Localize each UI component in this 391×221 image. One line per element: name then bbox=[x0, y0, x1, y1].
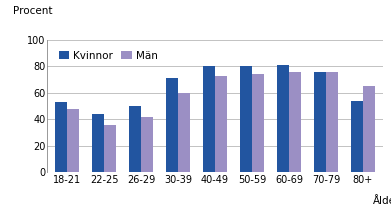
Bar bbox=[314, 72, 326, 172]
Bar bbox=[104, 125, 116, 172]
Text: Procent: Procent bbox=[13, 6, 53, 16]
Bar bbox=[92, 114, 104, 172]
Bar bbox=[129, 106, 141, 172]
Bar bbox=[203, 66, 215, 172]
Bar bbox=[351, 101, 363, 172]
X-axis label: Ålder: Ålder bbox=[373, 196, 391, 206]
Bar bbox=[289, 72, 301, 172]
Bar bbox=[67, 109, 79, 172]
Bar bbox=[252, 74, 264, 172]
Bar bbox=[56, 102, 67, 172]
Bar bbox=[277, 65, 289, 172]
Bar bbox=[326, 72, 338, 172]
Bar bbox=[363, 86, 375, 172]
Bar bbox=[166, 78, 178, 172]
Bar bbox=[215, 76, 227, 172]
Bar bbox=[141, 117, 153, 172]
Legend: Kvinnor, Män: Kvinnor, Män bbox=[56, 48, 161, 64]
Bar bbox=[240, 66, 252, 172]
Bar bbox=[178, 93, 190, 172]
